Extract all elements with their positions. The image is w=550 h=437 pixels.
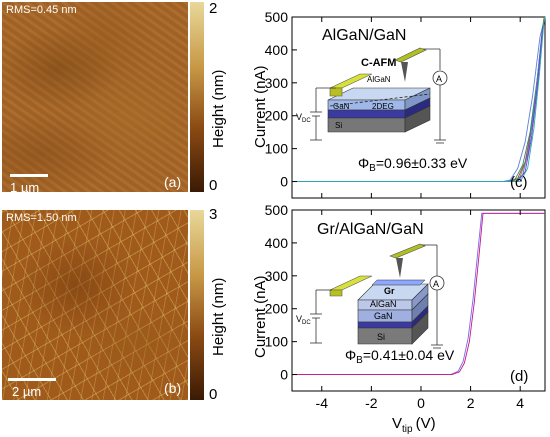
- scale-label-a: 1 µm: [10, 180, 40, 192]
- plot-c-series-line: [292, 16, 546, 182]
- inset-d-meter: A: [433, 279, 439, 289]
- plot-c-title: AlGaN/GaN: [322, 27, 406, 44]
- plot-d-ytick-label: 100: [265, 334, 289, 350]
- plot-d-xtick-label: 0: [417, 395, 425, 411]
- scale-bar-b: [8, 378, 56, 381]
- panel-label-b: (b): [164, 380, 182, 396]
- plot-d-series: [292, 212, 545, 375]
- plot-c-ytick-label: 500: [265, 9, 289, 25]
- plot-d-panel-label: (d): [510, 368, 528, 385]
- plot-c-series: [292, 16, 546, 182]
- plot-d-xtick-label: 2: [467, 395, 475, 411]
- inset-c-device: C-AFM A AlGaN GaN 2DEG Si VDC: [296, 47, 448, 144]
- inset-d-si: Si: [377, 332, 385, 342]
- plot-d-barrier: ΦB=0.41±0.04 eV: [345, 347, 455, 366]
- inset-c-2deg: 2DEG: [372, 102, 394, 111]
- plot-d-ytick-label: 300: [265, 268, 289, 284]
- inset-c-si: Si: [335, 121, 342, 130]
- rms-label-a: RMS=0.45 nm: [6, 4, 77, 16]
- plot-c-ytick-label: 0: [280, 174, 288, 190]
- plot-d-ticks: 0 100 200 300 400 500 -4 -2 0 2 4: [265, 202, 525, 411]
- colorbar-a: [190, 2, 204, 192]
- plot-c-ylabel: Current (nA): [252, 65, 269, 148]
- plot-d-xtick-label: -2: [365, 395, 378, 411]
- colorbar-b-min: 0: [209, 386, 218, 403]
- plot-c-barrier: ΦB=0.96±0.33 eV: [358, 155, 468, 174]
- plot-d-ytick-label: 400: [265, 235, 289, 251]
- afm-image-a: RMS=0.45 nm 1 µm (a): [2, 2, 188, 192]
- plot-c-ticks: 0 100 200 300 400 500: [265, 9, 521, 198]
- inset-c-gan: GaN: [333, 102, 350, 111]
- inset-c-vdc: VDC: [296, 112, 311, 124]
- inset-d-gr: Gr: [384, 286, 395, 296]
- colorbar-a-min: 0: [209, 177, 218, 194]
- plot-c-ytick-label: 400: [265, 42, 289, 58]
- plot-d-ylabel: Current (nA): [252, 275, 269, 358]
- plot-d-xtick-label: 4: [516, 395, 524, 411]
- inset-d-gan: GaN: [374, 311, 393, 321]
- plot-c-ytick-label: 300: [265, 75, 289, 91]
- inset-d-device: A Gr AlGaN GaN Si VDC: [296, 243, 445, 349]
- plot-d-series-line: [292, 212, 545, 375]
- inset-d-algan: AlGaN: [370, 299, 397, 309]
- plot-d-xtick-label: -4: [316, 395, 329, 411]
- scale-bar-a: [10, 174, 48, 177]
- rms-label-b: RMS=1.50 nm: [6, 212, 77, 224]
- afm-image-b: RMS=1.50 nm 2 µm (b): [2, 210, 188, 400]
- inset-c-algan: AlGaN: [367, 75, 391, 84]
- colorbar-a-max: 2: [209, 0, 218, 17]
- plot-c-ytick-label: 100: [265, 141, 289, 157]
- plot-d-frame: [291, 209, 546, 392]
- plot-d-ytick-label: 0: [280, 367, 288, 383]
- colorbar-b: [190, 210, 204, 400]
- inset-c-cafm: C-AFM: [361, 57, 396, 69]
- plot-c-frame: [291, 16, 546, 199]
- inset-c-meter: A: [436, 74, 442, 84]
- plot-c-ytick-label: 200: [265, 108, 289, 124]
- plot-d-ytick-label: 500: [265, 202, 289, 218]
- panel-label-a: (a): [164, 174, 182, 190]
- plot-d-ytick-label: 200: [265, 301, 289, 317]
- plot-d-series-line: [292, 212, 545, 375]
- colorbar-b-max: 3: [209, 206, 218, 223]
- inset-d-vdc: VDC: [296, 314, 311, 326]
- scale-label-b: 2 µm: [12, 384, 42, 399]
- plot-c-panel-label: (c): [510, 174, 528, 191]
- plot-d-title: Gr/AlGaN/GaN: [317, 221, 424, 238]
- x-axis-label: Vtip (V): [392, 415, 436, 435]
